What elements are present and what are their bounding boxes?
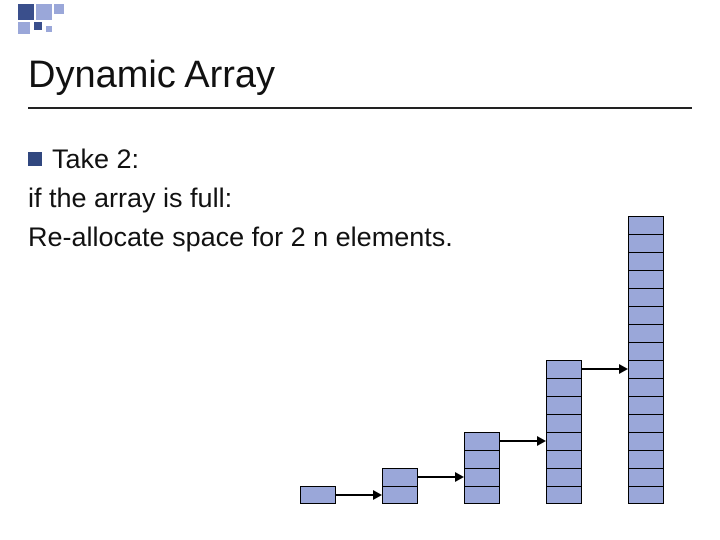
array-cell xyxy=(628,450,664,468)
array-cell xyxy=(464,468,500,486)
array-cell xyxy=(464,486,500,504)
bullet-icon xyxy=(28,152,42,166)
array-cell xyxy=(628,324,664,342)
array-stack-8 xyxy=(546,360,582,504)
array-cell xyxy=(628,360,664,378)
array-cell xyxy=(546,486,582,504)
array-cell xyxy=(546,360,582,378)
deco-square xyxy=(36,4,52,20)
array-cell xyxy=(628,288,664,306)
array-cell xyxy=(382,468,418,486)
array-cell xyxy=(628,216,664,234)
array-cell xyxy=(300,486,336,504)
array-cell xyxy=(628,234,664,252)
array-cell xyxy=(382,486,418,504)
array-cell xyxy=(546,378,582,396)
array-stack-16 xyxy=(628,216,664,504)
array-cell xyxy=(628,306,664,324)
body-line-1: Take 2: xyxy=(28,140,692,179)
array-cell xyxy=(628,252,664,270)
array-cell xyxy=(628,378,664,396)
array-cell xyxy=(464,450,500,468)
deco-square xyxy=(46,26,52,32)
array-cell xyxy=(546,396,582,414)
array-cell xyxy=(628,342,664,360)
title-rule xyxy=(28,107,692,109)
array-cell xyxy=(546,414,582,432)
body-line-2: if the array is full: xyxy=(28,179,692,218)
array-stack-1 xyxy=(300,486,336,504)
array-stack-2 xyxy=(382,468,418,504)
array-cell xyxy=(546,450,582,468)
body-line-3: Re-allocate space for 2 n elements. xyxy=(28,218,692,257)
array-cell xyxy=(628,432,664,450)
array-cell xyxy=(628,414,664,432)
array-cell xyxy=(546,432,582,450)
array-stack-4 xyxy=(464,432,500,504)
body-text: Take 2: if the array is full: Re-allocat… xyxy=(28,140,692,257)
array-cell xyxy=(628,468,664,486)
array-cell xyxy=(628,270,664,288)
deco-square xyxy=(54,4,64,14)
array-cell xyxy=(628,486,664,504)
array-cell xyxy=(464,432,500,450)
body-line-1-text: Take 2: xyxy=(52,144,139,174)
array-cell xyxy=(628,396,664,414)
deco-square xyxy=(18,4,34,20)
title-block: Dynamic Array xyxy=(28,54,692,109)
array-cell xyxy=(546,468,582,486)
deco-square xyxy=(18,22,30,34)
slide-title: Dynamic Array xyxy=(28,54,692,97)
deco-square xyxy=(34,22,42,30)
